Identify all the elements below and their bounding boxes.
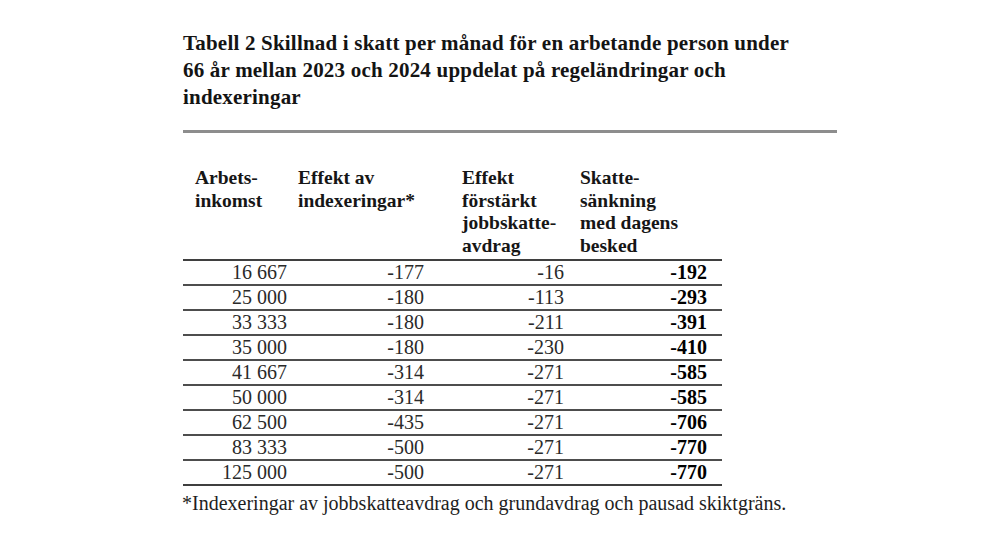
cell-arbetsinkomst: 83 333	[183, 435, 298, 460]
cell-skattesankning: -770	[580, 460, 722, 485]
table-header-row: Arbets- inkomst Effekt av indexeringar* …	[183, 167, 722, 260]
col-header-arbetsinkomst: Arbets- inkomst	[183, 167, 298, 260]
table-title-line-3: indexeringar	[183, 84, 789, 111]
cell-arbetsinkomst: 41 667	[183, 360, 298, 385]
tax-difference-table: Arbets- inkomst Effekt av indexeringar* …	[183, 167, 722, 486]
cell-effekt-jobbskatteavdrag: -230	[462, 335, 580, 360]
col-header-effekt-forstarkt-jobbskatteavdrag: Effekt förstärkt jobbskatte- avdrag	[462, 167, 580, 260]
cell-arbetsinkomst: 16 667	[183, 260, 298, 285]
cell-arbetsinkomst: 50 000	[183, 385, 298, 410]
table-row: 50 000 -314 -271 -585	[183, 385, 722, 410]
cell-effekt-indexeringar: -314	[298, 360, 462, 385]
cell-effekt-indexeringar: -180	[298, 285, 462, 310]
table-row: 41 667 -314 -271 -585	[183, 360, 722, 385]
col-header-skattesankning-med-dagens-besked: Skatte- sänkning med dagens besked	[580, 167, 722, 260]
cell-effekt-indexeringar: -500	[298, 435, 462, 460]
cell-effekt-jobbskatteavdrag: -113	[462, 285, 580, 310]
table-row: 125 000 -500 -271 -770	[183, 460, 722, 485]
col-header-effekt-av-indexeringar: Effekt av indexeringar*	[298, 167, 462, 260]
cell-skattesankning: -293	[580, 285, 722, 310]
cell-arbetsinkomst: 25 000	[183, 285, 298, 310]
cell-skattesankning: -770	[580, 435, 722, 460]
cell-arbetsinkomst: 125 000	[183, 460, 298, 485]
cell-effekt-jobbskatteavdrag: -271	[462, 410, 580, 435]
cell-effekt-jobbskatteavdrag: -271	[462, 360, 580, 385]
cell-skattesankning: -410	[580, 335, 722, 360]
cell-skattesankning: -706	[580, 410, 722, 435]
cell-effekt-indexeringar: -435	[298, 410, 462, 435]
table-row: 25 000 -180 -113 -293	[183, 285, 722, 310]
table-footnote: *Indexeringar av jobbskatteavdrag och gr…	[182, 491, 786, 515]
cell-effekt-indexeringar: -180	[298, 310, 462, 335]
table-title: Tabell 2 Skillnad i skatt per månad för …	[183, 30, 789, 111]
cell-effekt-jobbskatteavdrag: -211	[462, 310, 580, 335]
cell-skattesankning: -192	[580, 260, 722, 285]
table-title-line-1: Tabell 2 Skillnad i skatt per månad för …	[183, 30, 789, 57]
table-row: 62 500 -435 -271 -706	[183, 410, 722, 435]
document-page: Tabell 2 Skillnad i skatt per månad för …	[0, 0, 992, 558]
cell-skattesankning: -585	[580, 385, 722, 410]
cell-effekt-jobbskatteavdrag: -271	[462, 435, 580, 460]
cell-effekt-indexeringar: -180	[298, 335, 462, 360]
cell-effekt-indexeringar: -500	[298, 460, 462, 485]
cell-skattesankning: -585	[580, 360, 722, 385]
cell-effekt-jobbskatteavdrag: -16	[462, 260, 580, 285]
table-row: 83 333 -500 -271 -770	[183, 435, 722, 460]
cell-arbetsinkomst: 35 000	[183, 335, 298, 360]
table-row: 16 667 -177 -16 -192	[183, 260, 722, 285]
table-row: 33 333 -180 -211 -391	[183, 310, 722, 335]
cell-effekt-jobbskatteavdrag: -271	[462, 385, 580, 410]
cell-arbetsinkomst: 33 333	[183, 310, 298, 335]
table-row: 35 000 -180 -230 -410	[183, 335, 722, 360]
cell-arbetsinkomst: 62 500	[183, 410, 298, 435]
table-title-line-2: 66 år mellan 2023 och 2024 uppdelat på r…	[183, 57, 789, 84]
cell-effekt-indexeringar: -177	[298, 260, 462, 285]
cell-effekt-jobbskatteavdrag: -271	[462, 460, 580, 485]
cell-effekt-indexeringar: -314	[298, 385, 462, 410]
cell-skattesankning: -391	[580, 310, 722, 335]
title-divider-rule	[183, 130, 837, 133]
